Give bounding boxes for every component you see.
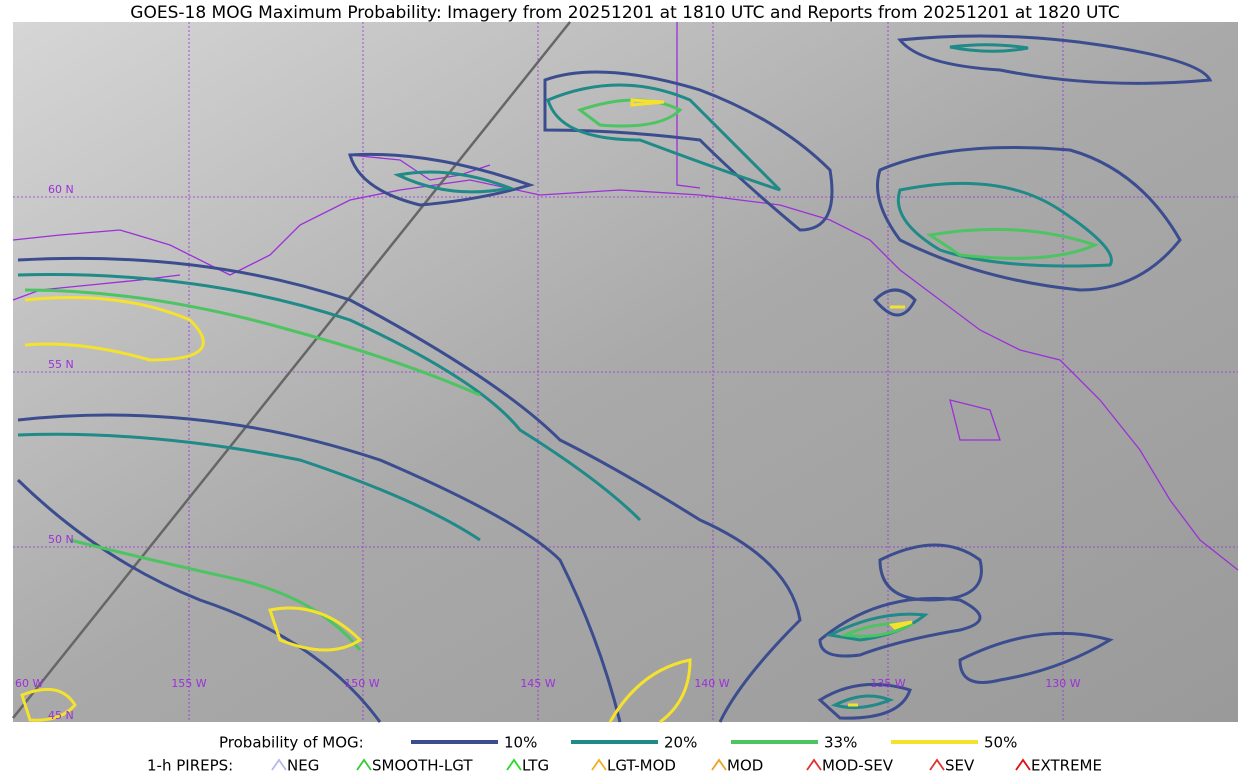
legend-label: 33% — [824, 734, 857, 752]
grid-labels: 60 N 55 N 50 N 45 N 60 W 155 W 150 W 145 W 140 W… — [15, 183, 1081, 722]
legend-label: SMOOTH-LGT — [372, 757, 473, 775]
lon-label: 155 W — [171, 677, 206, 690]
legend-label: 50% — [984, 734, 1017, 752]
pirep-icon — [711, 758, 727, 771]
pirep-icon — [271, 758, 287, 771]
pirep-icon — [356, 758, 372, 771]
lat-label: 45 N — [48, 709, 74, 722]
pirep-icon — [929, 758, 945, 771]
legend-label: MOD-SEV — [822, 757, 894, 775]
legend-label: EXTREME — [1031, 757, 1102, 775]
lon-label: 140 W — [694, 677, 729, 690]
legend-label: MOD — [727, 757, 763, 775]
satellite-edge — [12, 21, 571, 719]
pirep-icon — [806, 758, 822, 771]
legend-title: Probability of MOG: — [219, 734, 364, 752]
pirep-icon — [1015, 758, 1031, 771]
lon-label: 150 W — [344, 677, 379, 690]
legend-label: 10% — [504, 734, 537, 752]
lat-label: 50 N — [48, 533, 74, 546]
legend-label: SEV — [945, 757, 975, 775]
legend-label: 20% — [664, 734, 697, 752]
lon-label: 145 W — [520, 677, 555, 690]
title: GOES-18 MOG Maximum Probability: Imagery… — [130, 3, 1119, 23]
legend-label: LGT-MOD — [607, 757, 676, 775]
lat-label: 55 N — [48, 358, 74, 371]
legend-label: LTG — [522, 757, 549, 775]
contours — [16, 34, 1213, 724]
map — [12, 21, 1239, 724]
pirep-icon — [591, 758, 607, 771]
lon-label: 60 W — [15, 677, 43, 690]
lon-label: 135 W — [870, 677, 905, 690]
legend: Probability of MOG: 10% 20% 33% 50% 1-h PIREP… — [147, 734, 1102, 775]
legend-title: 1-h PIREPS: — [147, 757, 233, 775]
pirep-icon — [506, 758, 522, 771]
legend-label: NEG — [287, 757, 319, 775]
lat-label: 60 N — [48, 183, 74, 196]
lon-label: 130 W — [1045, 677, 1080, 690]
